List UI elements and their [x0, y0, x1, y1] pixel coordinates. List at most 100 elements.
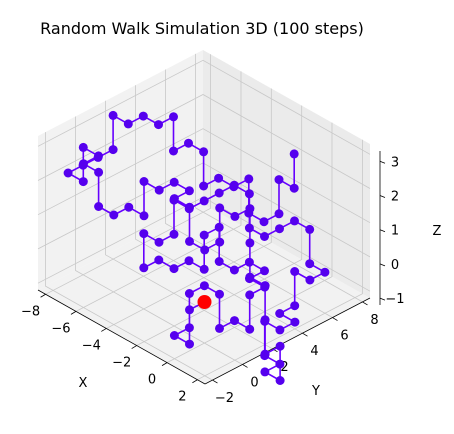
walk-points	[63, 110, 330, 385]
axis-panes	[38, 50, 370, 384]
y-axis-line	[204, 297, 371, 385]
walk-point	[245, 290, 255, 300]
walk-point	[229, 265, 239, 275]
x-tick-label: −2	[112, 356, 131, 371]
z-tick-mark	[379, 160, 386, 164]
walk-point	[139, 177, 149, 186]
walk-point	[305, 259, 315, 269]
x-grid-line	[75, 71, 242, 312]
walk-point	[215, 237, 225, 247]
z-tick-mark	[379, 229, 386, 233]
axis-lines	[37, 151, 381, 385]
walk-point	[305, 224, 315, 234]
y-tick-label: 6	[340, 329, 348, 344]
walk-point	[290, 301, 300, 311]
walk-point	[185, 236, 194, 246]
walk-point	[169, 146, 178, 156]
walk-point	[169, 229, 179, 239]
x-grid-line	[136, 105, 303, 346]
tick-labels: −8 −6 −4 −2 0 2 −2 0 2 4 6 8 −1 0 1 2 3	[21, 155, 405, 406]
walk-point	[305, 275, 315, 285]
x-grid-line	[45, 54, 212, 295]
walk-point	[169, 331, 179, 340]
walk-point	[289, 149, 299, 159]
walk-point	[78, 142, 88, 152]
x-tick-mark	[101, 328, 107, 332]
walk-point	[274, 175, 284, 185]
walk-point	[184, 138, 193, 148]
walk-point	[214, 222, 224, 232]
walk-point	[245, 272, 255, 282]
y-tick-mark	[242, 364, 248, 368]
floor-pane	[38, 204, 370, 384]
grid-lines	[37, 53, 371, 381]
walk-point	[260, 281, 270, 291]
y-tick-label: 4	[310, 344, 318, 359]
walk-point	[214, 173, 224, 183]
start-point	[197, 295, 212, 309]
z-tick-label: 0	[391, 258, 399, 273]
y-axis-label: Y	[311, 384, 320, 399]
x-tick-mark	[40, 293, 46, 298]
chart-title: Random Walk Simulation 3D (100 steps)	[40, 19, 364, 38]
walk-point	[214, 188, 224, 198]
x-tick-label: 0	[148, 373, 156, 388]
walk-point	[245, 238, 255, 248]
walk-point	[109, 210, 119, 220]
left-back-pane	[38, 50, 203, 290]
walk-point	[229, 182, 239, 192]
walk-point	[230, 316, 239, 326]
walk-point	[274, 209, 284, 219]
walk-point	[215, 289, 224, 299]
z-tick-mark	[379, 263, 386, 267]
walk-point	[199, 281, 209, 291]
z-grid-line	[37, 94, 371, 189]
walk-point	[244, 223, 254, 233]
walk-point	[290, 267, 300, 276]
z-grid-line	[37, 128, 371, 224]
walk-point	[124, 202, 134, 212]
walk-point	[289, 183, 299, 193]
walk-point	[215, 203, 225, 213]
walk-point	[123, 119, 133, 129]
walk-point	[200, 245, 210, 255]
walk-point	[245, 324, 255, 334]
walk-point	[260, 315, 270, 325]
walk-point	[184, 256, 194, 266]
x-axis-line	[37, 289, 206, 385]
walk-point	[244, 174, 254, 184]
walk-point	[260, 349, 270, 359]
walk-point	[275, 341, 285, 351]
walk-point	[169, 194, 179, 204]
walk-point	[139, 211, 149, 221]
walk-point	[94, 202, 104, 211]
y-tick-label: 8	[370, 313, 378, 328]
walk-point	[154, 237, 164, 247]
walk-point	[108, 145, 118, 155]
y-tick-mark	[212, 379, 218, 384]
walk-point	[215, 323, 224, 333]
walk-point	[185, 202, 194, 212]
walk-point	[184, 186, 194, 196]
walk-point	[63, 168, 73, 178]
y-grid-line	[135, 85, 303, 334]
walk-point	[138, 111, 148, 121]
walk-point	[78, 177, 88, 187]
walk-point	[199, 196, 209, 206]
z-tick-label: −1	[385, 292, 404, 307]
y-grid-line	[45, 132, 213, 381]
x-tick-mark	[161, 362, 168, 366]
z-tick-mark	[379, 195, 386, 198]
y-tick-label: 0	[250, 375, 258, 390]
y-tick-mark	[332, 317, 338, 321]
z-tick-label: 1	[391, 224, 399, 239]
z-tick-mark	[379, 297, 386, 301]
walk-point	[108, 110, 118, 120]
y-grid-line	[75, 116, 243, 365]
walk-point	[169, 112, 178, 122]
y-tick-label: −2	[215, 391, 234, 406]
walk-point	[184, 323, 194, 333]
walk-point	[169, 177, 179, 187]
walk-point	[230, 211, 240, 221]
